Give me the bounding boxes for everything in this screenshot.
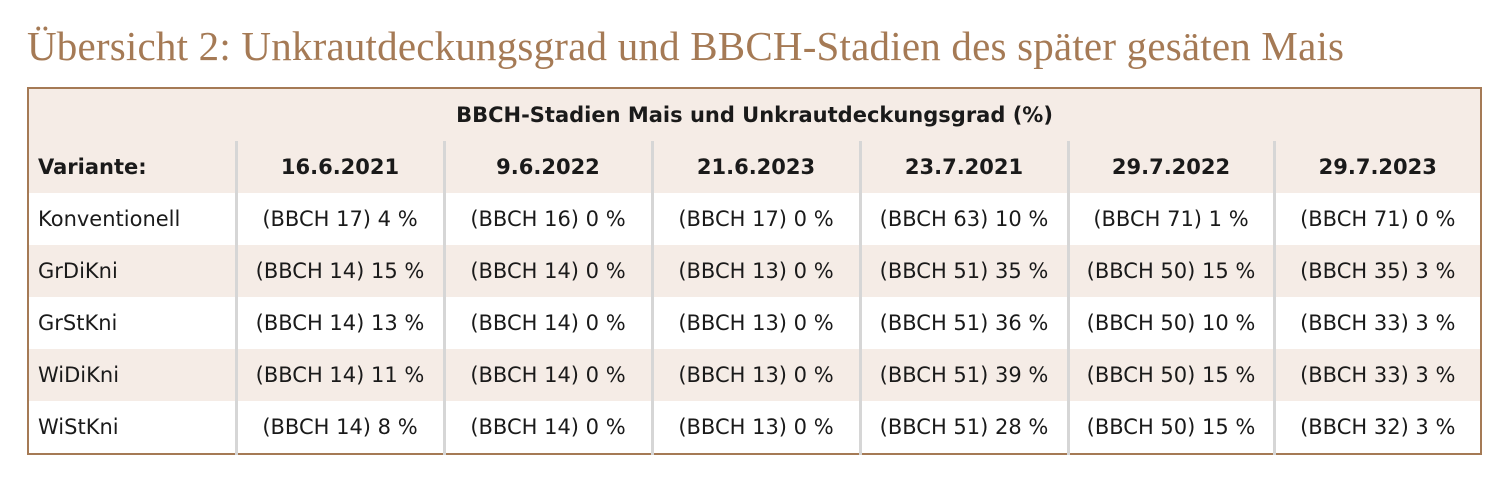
- table-cell: (BBCH 51) 39 %: [858, 349, 1068, 401]
- table-row: WiDiKni (BBCH 14) 11 % (BBCH 14) 0 % (BBCH …: [28, 349, 1482, 401]
- table-cell: (BBCH 16) 0 %: [442, 193, 652, 245]
- table-cell: (BBCH 14) 15 %: [234, 245, 444, 297]
- table-cell: (BBCH 50) 15 %: [1066, 245, 1274, 297]
- row-label: GrStKni: [38, 311, 118, 335]
- table-cell: (BBCH 32) 3 %: [1272, 401, 1482, 454]
- table-cell: (BBCH 14) 11 %: [234, 349, 444, 401]
- table-cell: (BBCH 17) 4 %: [234, 193, 444, 245]
- column-header: 29.7.2022: [1066, 141, 1274, 193]
- row-label: WiStKni: [38, 415, 119, 439]
- table-cell: (BBCH 50) 10 %: [1066, 297, 1274, 349]
- column-header: 21.6.2023: [650, 141, 860, 193]
- column-header: 29.7.2023: [1272, 141, 1482, 193]
- table-cell: (BBCH 33) 3 %: [1272, 297, 1482, 349]
- table-body: Konventionell (BBCH 17) 4 % (BBCH 16) 0 %(…: [28, 193, 1482, 454]
- table-cell: (BBCH 51) 36 %: [858, 297, 1068, 349]
- column-header: 16.6.2021: [234, 141, 444, 193]
- table-cell: (BBCH 14) 13 %: [234, 297, 444, 349]
- table-cell: (BBCH 14) 0 %: [442, 401, 652, 454]
- table-cell: (BBCH 50) 15 %: [1066, 349, 1274, 401]
- table-row: WiStKni (BBCH 14) 8 % (BBCH 14) 0 % (BBCH 1…: [28, 401, 1482, 454]
- row-header-label: Variante:: [38, 155, 147, 179]
- table-cell: (BBCH 14) 0 %: [442, 297, 652, 349]
- row-label: GrDiKni: [38, 259, 118, 283]
- table-caption: BBCH-Stadien Mais und Unkrautdeckungsgra…: [456, 103, 1053, 127]
- data-table: BBCH-Stadien Mais und Unkrautdeckungsgra…: [27, 87, 1483, 455]
- table-cell: (BBCH 71) 1 %: [1066, 193, 1274, 245]
- table-row: GrDiKni (BBCH 14) 15 % (BBCH 14) 0 % (BBCH …: [28, 245, 1482, 297]
- row-label: Konventionell: [38, 207, 181, 231]
- header-row: Variante: 16.6.2021 9.6.2022 21.6.2023 23.7.…: [28, 141, 1482, 193]
- table-cell: (BBCH 13) 0 %: [650, 401, 860, 454]
- table-cell: (BBCH 35) 3 %: [1272, 245, 1482, 297]
- table-cell: (BBCH 13) 0 %: [650, 349, 860, 401]
- page-title: Übersicht 2: Unkrautdeckungsgrad und BBC…: [27, 23, 1345, 69]
- table-cell: (BBCH 33) 3 %: [1272, 349, 1482, 401]
- table-cell: (BBCH 14) 8 %: [234, 401, 444, 454]
- column-header: 9.6.2022: [442, 141, 652, 193]
- table-row: Konventionell (BBCH 17) 4 % (BBCH 16) 0 %(…: [28, 193, 1482, 245]
- table-cell: (BBCH 13) 0 %: [650, 297, 860, 349]
- table-row: GrStKni (BBCH 14) 13 % (BBCH 14) 0 % (BBCH …: [28, 297, 1482, 349]
- table-cell: (BBCH 63) 10 %: [858, 193, 1068, 245]
- table-cell: (BBCH 71) 0 %: [1272, 193, 1482, 245]
- row-label: WiDiKni: [38, 363, 120, 387]
- column-header: 23.7.2021: [858, 141, 1068, 193]
- table-cell: (BBCH 13) 0 %: [650, 245, 860, 297]
- table-cell: (BBCH 51) 35 %: [858, 245, 1068, 297]
- table-cell: (BBCH 50) 15 %: [1066, 401, 1274, 454]
- caption-row: BBCH-Stadien Mais und Unkrautdeckungsgra…: [28, 88, 1482, 141]
- table-cell: (BBCH 14) 0 %: [442, 245, 652, 297]
- table-cell: (BBCH 17) 0 %: [650, 193, 860, 245]
- table-cell: (BBCH 51) 28 %: [858, 401, 1068, 454]
- table-cell: (BBCH 14) 0 %: [442, 349, 652, 401]
